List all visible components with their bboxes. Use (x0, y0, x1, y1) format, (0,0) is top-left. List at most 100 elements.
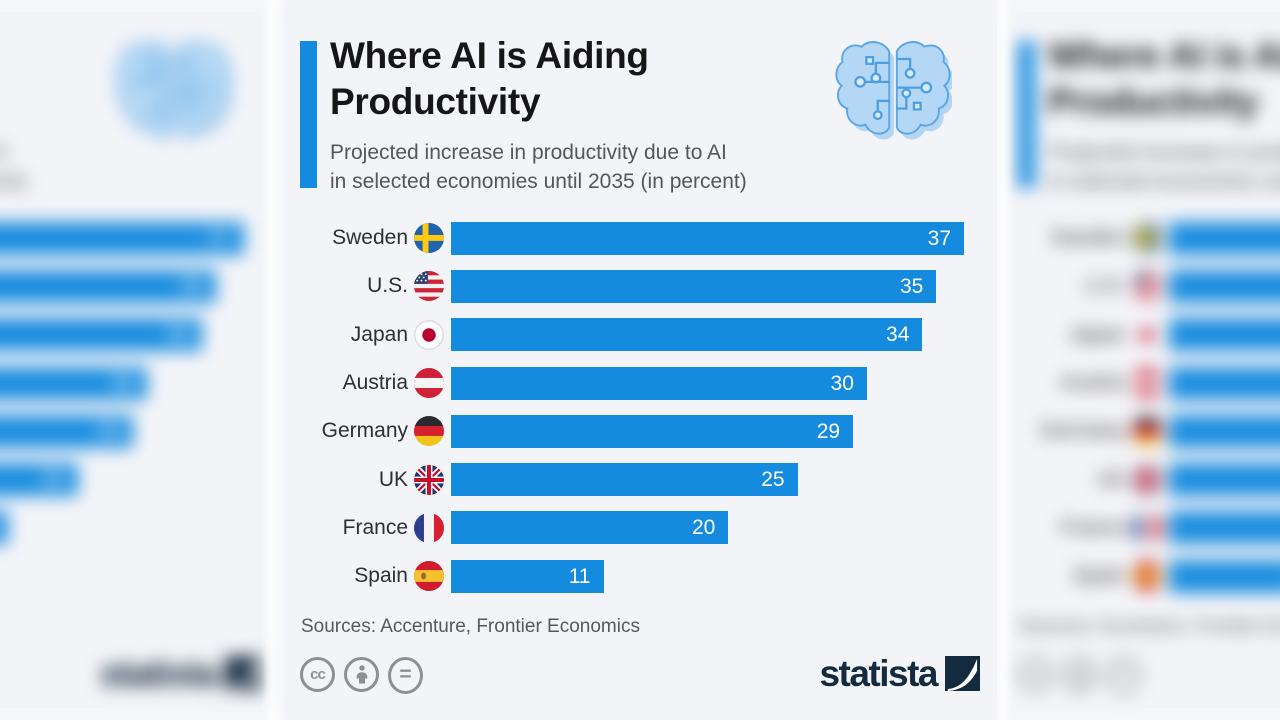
title-line-1: Where AI is Aiding (330, 35, 649, 76)
country-label: France (1060, 515, 1126, 539)
flag-japan-icon (1132, 319, 1162, 350)
infographic-panel: Where AI is Aiding Productivity Projecte… (283, 0, 997, 720)
subtitle-line-2: in selected economies until 2035 (in per… (330, 170, 747, 193)
country-label: U.S. (1085, 274, 1126, 298)
flag-uk-icon (1132, 464, 1162, 495)
chart-row-austria: Austria 30 (0, 359, 277, 407)
country-label: Austria (1060, 371, 1126, 395)
blurred-backdrop-right: Where AI is Aiding Productivity Projecte… (1001, 0, 1280, 720)
flag-uk-icon (414, 464, 444, 495)
bar-germany: 29 (451, 414, 854, 448)
chart-subtitle: Projected increase in productivity due t… (330, 138, 747, 196)
chart-subtitle: Projected increase in productivity due t… (0, 138, 27, 196)
cc-icon: cc (1018, 657, 1053, 692)
chart-row-sweden: Sweden 37 (0, 214, 277, 262)
chart-row-germany: Germany 29 (1001, 407, 1280, 455)
chart-row-uk: UK 25 (0, 455, 277, 503)
flag-spain-icon (414, 561, 444, 592)
chart-row-us: U.S. 35 (283, 262, 997, 310)
bar-austria: 30 (0, 366, 147, 400)
subtitle-line-2: in selected economies until 2035 (in per… (0, 170, 27, 193)
chart-row-germany: Germany 29 (0, 407, 277, 455)
blurred-backdrop-left: Where AI is Aiding Productivity Projecte… (0, 0, 277, 720)
bar-france: 20 (0, 511, 9, 545)
bar-us: 35 (1169, 269, 1280, 303)
bar-value-label: 29 (816, 419, 841, 443)
chart-row-germany: Germany 29 (283, 407, 997, 455)
chart-row-spain: Spain 11 (283, 552, 997, 600)
bar-uk: 25 (451, 463, 798, 497)
bar-value-label: 37 (927, 226, 951, 250)
bar-value-label: 34 (166, 323, 190, 347)
bar-france: 20 (1169, 511, 1280, 545)
bar-austria: 30 (1169, 366, 1280, 400)
flag-austria-icon (1132, 368, 1162, 399)
blurred-infographic-copy: Where AI is Aiding Productivity Projecte… (0, 0, 277, 720)
page-title: Where AI is Aiding Productivity (330, 33, 649, 125)
country-label: UK (378, 467, 408, 491)
flag-usa-icon (414, 271, 444, 302)
chart-row-sweden: Sweden 37 (1001, 214, 1280, 262)
country-label: Germany (1039, 419, 1126, 443)
bar-value-label: 11 (568, 564, 591, 588)
country-label: Sweden (332, 226, 408, 250)
flag-spain-icon (1132, 561, 1162, 592)
country-label: U.S. (367, 274, 408, 298)
bar-uk: 25 (1169, 463, 1280, 497)
chart-row-uk: UK 25 (283, 455, 997, 503)
bar-germany: 29 (1169, 414, 1280, 448)
sources-note: Sources: Accenture, Frontier Economics (301, 616, 640, 637)
license-icons: cc = (300, 657, 423, 694)
chart-row-japan: Japan 34 (0, 311, 277, 359)
bar-japan: 34 (0, 318, 203, 352)
subtitle-line-1: Projected increase in productivity due t… (330, 141, 727, 164)
flag-austria-icon (414, 368, 444, 399)
attribution-person-icon (1062, 657, 1097, 692)
bar-value-label: 37 (207, 226, 231, 250)
brand-wordmark: statista (819, 653, 938, 694)
ai-brain-circuit-icon (835, 41, 952, 140)
flag-france-icon (1132, 512, 1162, 543)
equals-icon: = (1106, 657, 1141, 694)
chart-row-japan: Japan 34 (1001, 311, 1280, 359)
bar-value-label: 25 (761, 468, 785, 492)
subtitle-line-2: in selected economies until 2035 (in per… (1048, 170, 1280, 193)
flag-france-icon (414, 512, 444, 543)
chart-row-austria: Austria 30 (1001, 359, 1280, 407)
chart-subtitle: Projected increase in productivity due t… (1048, 138, 1280, 196)
flag-germany-icon (414, 416, 444, 447)
attribution-person-icon (344, 657, 379, 692)
country-label: Austria (342, 371, 408, 395)
bar-sweden: 37 (1169, 221, 1280, 255)
chart-row-france: France 20 (283, 504, 997, 552)
country-label: Germany (321, 419, 408, 443)
title-accent-bar (1018, 41, 1035, 188)
brand-logo: statista (99, 653, 260, 694)
statista-swoosh-icon (225, 656, 260, 691)
bar-japan: 34 (451, 318, 923, 352)
chart-row-spain: Spain 11 (1001, 552, 1280, 600)
chart-row-us: U.S. 35 (1001, 262, 1280, 310)
title-line-2: Productivity (1048, 81, 1259, 122)
brand-wordmark: statista (99, 653, 218, 694)
sources-note: Sources: Accenture, Frontier Economics (1019, 616, 1280, 637)
flag-germany-icon (1132, 416, 1162, 447)
country-label: France (342, 515, 408, 539)
bar-value-label: 29 (96, 419, 121, 443)
country-label: Japan (1068, 322, 1126, 346)
bar-sweden: 37 (451, 221, 964, 255)
statista-swoosh-icon (945, 656, 980, 691)
brand-logo: statista (819, 653, 980, 694)
ai-brain-circuit-icon (115, 41, 232, 140)
bar-spain: 11 (451, 559, 604, 593)
bar-us: 35 (0, 269, 217, 303)
bar-value-label: 35 (179, 274, 204, 298)
panel-seam-right (993, 0, 1013, 720)
title-accent-bar (300, 41, 317, 188)
cc-icon: cc (300, 657, 335, 692)
subtitle-line-1: Projected increase in productivity due t… (1048, 141, 1280, 164)
license-icons: cc = (1018, 657, 1141, 694)
subtitle-line-1: Projected increase in productivity due t… (0, 141, 7, 164)
flag-sweden-icon (1132, 223, 1162, 254)
